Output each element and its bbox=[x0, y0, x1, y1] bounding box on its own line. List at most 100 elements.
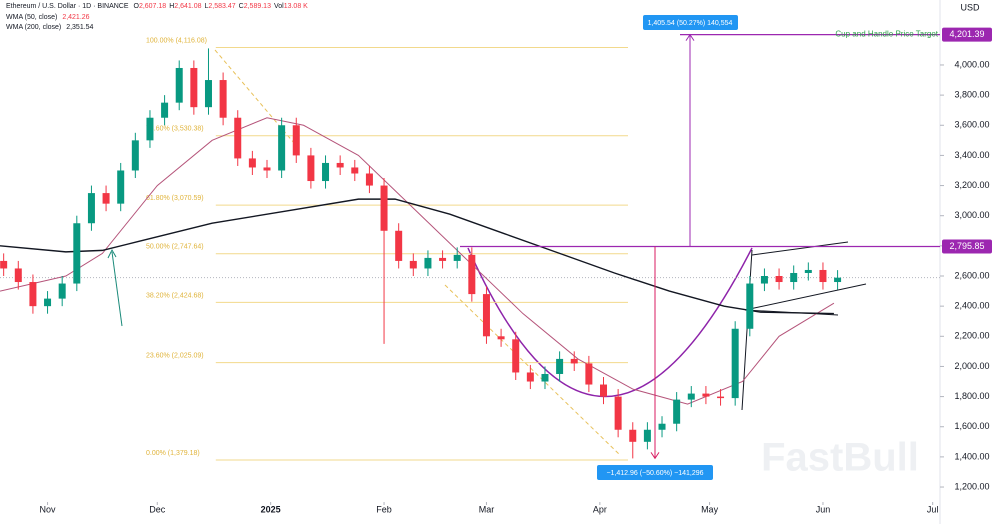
header-line: Ethereum / U.S. Dollar · 1D · BINANCE O2… bbox=[6, 3, 314, 10]
ohlc-label: H bbox=[169, 3, 175, 10]
legend-line: WMA (50, close) 2,421.26 bbox=[6, 14, 93, 21]
candle-body bbox=[790, 272, 798, 283]
x-tick-label: May bbox=[701, 504, 719, 514]
candle-body bbox=[629, 429, 637, 442]
x-tick-label: Dec bbox=[149, 504, 166, 514]
level-label: 2,795.85 bbox=[949, 241, 984, 251]
candle-body bbox=[468, 254, 476, 295]
ohlc-value: 2,607.18 bbox=[138, 3, 167, 10]
fib-label: 50.00% (2,747.64) bbox=[146, 244, 204, 251]
y-tick-label: 1,800.00 bbox=[954, 391, 989, 401]
ohlc-label: O bbox=[133, 3, 139, 10]
arrow-head bbox=[685, 33, 695, 41]
candle-body bbox=[658, 423, 666, 430]
ohlc-value: 2,641.08 bbox=[174, 3, 202, 10]
y-tick-label: 2,000.00 bbox=[954, 361, 989, 371]
y-tick-label: 3,800.00 bbox=[954, 89, 989, 99]
y-tick-label: 1,200.00 bbox=[954, 481, 989, 491]
measure-box bbox=[643, 15, 738, 30]
fib-label: 38.20% (2,424.68) bbox=[146, 292, 204, 299]
candle-body bbox=[131, 140, 139, 171]
level-tag bbox=[942, 27, 992, 42]
candle-body bbox=[278, 125, 286, 171]
candle-body bbox=[731, 328, 739, 399]
handle-line bbox=[744, 283, 867, 311]
legend-value: 2,421.26 bbox=[62, 14, 90, 21]
candle-body bbox=[73, 223, 81, 284]
candle-body bbox=[29, 282, 37, 307]
annotation: Cup and Handle Price Target bbox=[835, 30, 938, 39]
arrow-head bbox=[107, 248, 117, 259]
candle-body bbox=[717, 396, 725, 399]
candle-body bbox=[190, 67, 198, 108]
handle-line bbox=[741, 249, 753, 411]
currency: USD bbox=[960, 2, 980, 12]
candle-body bbox=[643, 429, 651, 442]
fib-diagonal bbox=[214, 49, 301, 151]
candle-body bbox=[204, 80, 212, 108]
measure-label: 1,405.54 (50.27%) 140,554 bbox=[648, 20, 733, 27]
level-tag bbox=[942, 239, 992, 254]
ohlc-value: 2,583.47 bbox=[208, 3, 236, 10]
candle-body bbox=[87, 193, 95, 224]
candle-body bbox=[146, 117, 154, 141]
candle-body bbox=[687, 393, 695, 400]
candle-body bbox=[570, 358, 578, 364]
candle-body bbox=[702, 393, 710, 397]
candle-body bbox=[497, 336, 505, 340]
candle-body bbox=[117, 170, 125, 204]
cup-curve bbox=[467, 247, 753, 398]
ohlc-value: 13.08 K bbox=[283, 3, 308, 10]
fib-label: 78.60% (3,530.38) bbox=[146, 126, 204, 133]
legend-name: WMA (50, close) bbox=[6, 14, 58, 21]
candle-body bbox=[804, 269, 812, 273]
fib-diagonal bbox=[444, 284, 621, 456]
y-tick-label: 3,400.00 bbox=[954, 150, 989, 160]
ohlc: O2,607.18 H2,641.08 L2,583.47 C2,589.13 Vol1… bbox=[133, 3, 310, 10]
x-tick-label: 2025 bbox=[261, 504, 281, 514]
candle-body bbox=[248, 158, 256, 168]
y-tick-label: 2,400.00 bbox=[954, 301, 989, 311]
candle-body bbox=[453, 254, 461, 261]
candle-body bbox=[746, 283, 754, 329]
ohlc-value: 2,589.13 bbox=[243, 3, 271, 10]
fib-label: 100.00% (4,116.08) bbox=[146, 37, 207, 44]
candle-body bbox=[600, 384, 608, 397]
fib-label: 23.60% (2,025.09) bbox=[146, 353, 204, 360]
candle-body bbox=[585, 363, 593, 385]
candle-body bbox=[102, 193, 110, 204]
x-tick-label: Apr bbox=[593, 504, 607, 514]
candle-body bbox=[819, 269, 827, 283]
candle-body bbox=[409, 260, 417, 269]
symbol: Ethereum / U.S. Dollar · 1D · BINANCE bbox=[6, 3, 129, 10]
x-tick-label: Mar bbox=[479, 504, 495, 514]
level-label: 4,201.39 bbox=[949, 29, 984, 39]
candle-body bbox=[175, 67, 183, 103]
candle-body bbox=[760, 276, 768, 284]
ohlc-label: C bbox=[238, 3, 244, 10]
candle-body bbox=[322, 162, 330, 182]
fib-label: 0.00% (1,379.18) bbox=[146, 450, 200, 457]
x-tick-label: Jul bbox=[927, 504, 939, 514]
candle-body bbox=[219, 80, 227, 118]
candle-body bbox=[673, 399, 681, 424]
candle-body bbox=[526, 372, 534, 382]
candle-body bbox=[292, 125, 300, 156]
candle-body bbox=[439, 257, 447, 261]
candle-body bbox=[307, 155, 315, 182]
candle-body bbox=[58, 283, 66, 299]
x-tick-label: Feb bbox=[376, 504, 392, 514]
measure-box bbox=[597, 465, 713, 480]
candle-body bbox=[234, 117, 242, 159]
y-tick-label: 3,600.00 bbox=[954, 120, 989, 130]
y-tick-label: 3,200.00 bbox=[954, 180, 989, 190]
candle-body bbox=[365, 173, 373, 186]
candle-body bbox=[775, 276, 783, 283]
candle-body bbox=[395, 230, 403, 261]
legend-value: 2,351.54 bbox=[66, 24, 94, 31]
ma-line bbox=[0, 117, 835, 405]
ohlc-label: L bbox=[204, 3, 209, 10]
legend-name: WMA (200, close) bbox=[6, 24, 62, 31]
